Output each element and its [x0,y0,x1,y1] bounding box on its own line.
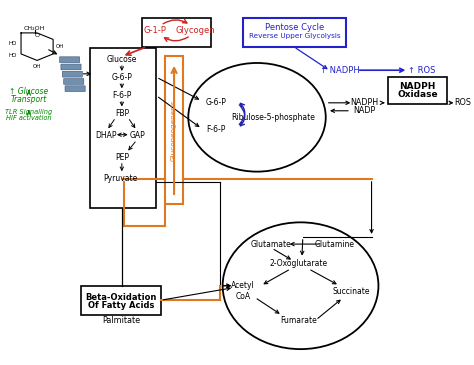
Bar [90,49,156,208]
Text: G-6-P: G-6-P [111,73,132,82]
Text: ROS: ROS [455,98,472,107]
Text: Succinate: Succinate [332,287,370,296]
Bar [143,18,211,47]
Text: Palmitate: Palmitate [102,316,140,325]
Text: Fumarate: Fumarate [280,316,317,324]
Text: Oxidase: Oxidase [397,91,438,99]
Text: Ribulose-5-phosphate: Ribulose-5-phosphate [231,113,315,122]
Text: G-1-P: G-1-P [144,26,167,35]
FancyBboxPatch shape [61,64,81,70]
Text: ↑ Glucose: ↑ Glucose [9,88,48,96]
Text: Glutamine: Glutamine [315,239,355,249]
Text: OH: OH [56,44,64,49]
Text: Pentose Cycle: Pentose Cycle [265,23,325,32]
Text: F-6-P: F-6-P [112,91,131,100]
Text: ↑ ROS: ↑ ROS [408,66,436,75]
Text: NADPH: NADPH [351,98,379,107]
Text: Glycogen: Glycogen [175,26,215,35]
Bar [81,286,161,315]
Text: Glutamate: Glutamate [250,239,291,249]
Text: Transport: Transport [11,95,47,104]
FancyBboxPatch shape [60,57,80,63]
Text: HO: HO [9,53,17,58]
Text: Beta-Oxidation: Beta-Oxidation [85,293,156,302]
Text: OH: OH [33,64,41,69]
Text: TLR Signalling: TLR Signalling [5,109,53,115]
Text: G-6-P: G-6-P [205,98,226,107]
Text: 2-Oxoglutarate: 2-Oxoglutarate [269,260,328,269]
Text: Acetyl
CoA: Acetyl CoA [231,281,255,301]
FancyBboxPatch shape [65,86,85,92]
Text: O: O [35,33,39,38]
FancyBboxPatch shape [62,71,82,77]
Text: Of Fatty Acids: Of Fatty Acids [88,301,154,310]
Text: Gluconeogenesis: Gluconeogenesis [171,99,177,161]
Text: HO: HO [9,41,17,46]
FancyBboxPatch shape [64,78,84,84]
Text: NADPH: NADPH [399,82,436,91]
Text: GAP: GAP [130,131,146,140]
Text: DHAP: DHAP [95,131,117,140]
Text: PEP: PEP [115,153,129,162]
Text: NADP: NADP [354,106,376,115]
Text: CH₂OH: CH₂OH [24,26,46,31]
Bar [243,18,346,47]
Text: HIF activation: HIF activation [6,115,52,121]
Bar [388,77,447,104]
Text: F-6-P: F-6-P [206,126,226,134]
Text: FBP: FBP [115,109,129,118]
Text: Glucose: Glucose [107,55,137,64]
Text: Pyruvate: Pyruvate [103,174,137,183]
Text: Reverse Upper Glycolysis: Reverse Upper Glycolysis [249,33,341,39]
Text: ↑ NADPH: ↑ NADPH [319,66,359,75]
Bar [165,56,183,204]
